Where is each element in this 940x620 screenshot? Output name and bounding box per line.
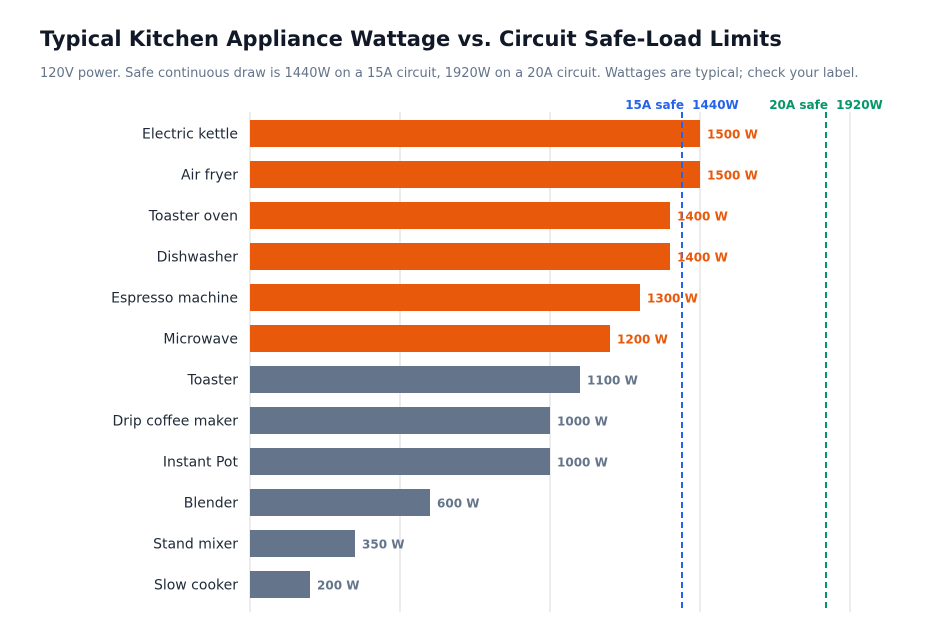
data-label: 1300 W [647,292,698,306]
data-label: 350 W [362,538,404,552]
bar [250,571,310,598]
chart-subtitle: 120V power. Safe continuous draw is 1440… [40,66,859,81]
reference-lines: 15A safe 1440W 20A safe 1920W [625,98,883,608]
labels: Electric kettle 1500 W Air fryer 1500 W Toas… [111,127,758,594]
bar [250,161,700,188]
data-label: 200 W [317,579,359,593]
bar [250,448,550,475]
category-label: Air fryer [181,168,238,184]
category-label: Blender [184,496,238,512]
data-label: 1400 W [677,251,728,265]
reference-line-name: 20A safe [769,98,832,112]
category-label: Electric kettle [142,127,238,143]
chart-title: Typical Kitchen Appliance Wattage vs. Ci… [40,27,782,51]
category-label: Espresso machine [111,291,238,307]
reference-line-value: 1440W [692,98,739,112]
bar [250,284,640,311]
data-label: 1000 W [557,415,608,429]
category-label: Stand mixer [153,537,238,553]
bar [250,325,610,352]
category-label: Drip coffee maker [112,414,238,430]
data-label: 1500 W [707,128,758,142]
category-label: Instant Pot [163,455,239,471]
bar [250,407,550,434]
data-label: 600 W [437,497,479,511]
category-label: Microwave [163,332,238,348]
category-label: Dishwasher [157,250,239,266]
grid-lines [249,112,851,612]
bars [250,120,700,598]
category-label: Toaster [187,373,239,389]
data-label: 1200 W [617,333,668,347]
data-label: 1400 W [677,210,728,224]
category-label: Toaster oven [148,209,238,225]
bar [250,530,355,557]
reference-line-label: 15A safe 1440W [625,98,739,112]
reference-line-value: 1920W [836,98,883,112]
reference-line-label: 20A safe 1920W [769,98,883,112]
bar [250,243,670,270]
bar [250,120,700,147]
data-label: 1000 W [557,456,608,470]
bar [250,489,430,516]
category-label: Slow cooker [154,578,238,594]
bar [250,202,670,229]
data-label: 1500 W [707,169,758,183]
reference-line-name: 15A safe [625,98,688,112]
bar [250,366,580,393]
data-label: 1100 W [587,374,638,388]
